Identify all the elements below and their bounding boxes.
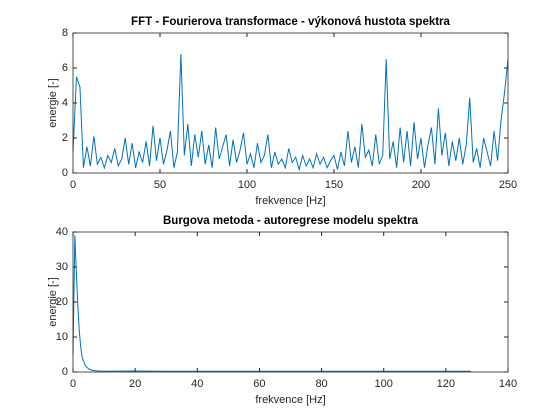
- y-tick-label: 6: [62, 62, 68, 74]
- y-tick-label: 30: [56, 261, 68, 273]
- x-tick-label: 120: [437, 378, 455, 390]
- x-tick-label: 0: [70, 179, 76, 191]
- x-tick-label: 80: [315, 378, 327, 390]
- x-tick-label: 150: [325, 179, 343, 191]
- y-tick-label: 0: [62, 366, 68, 378]
- y-tick-label: 20: [56, 296, 68, 308]
- data-line: [72, 53, 509, 172]
- data-line: [72, 235, 471, 372]
- x-tick-label: 20: [129, 378, 141, 390]
- axes-background: [73, 232, 508, 372]
- x-tick-label: 0: [70, 378, 76, 390]
- y-tick-label: 2: [62, 132, 68, 144]
- x-tick-label: 140: [499, 378, 517, 390]
- x-tick-label: 250: [499, 179, 517, 191]
- y-tick-label: 0: [62, 167, 68, 179]
- x-tick-label: 50: [154, 179, 166, 191]
- chart-title: FFT - Fourierova transformace - výkonová…: [131, 16, 450, 28]
- y-tick-label: 10: [56, 331, 68, 343]
- y-axis-label: energie [-]: [47, 277, 59, 327]
- x-axis-label: frekvence [Hz]: [255, 195, 325, 207]
- y-axis-label: energie [-]: [47, 78, 59, 128]
- x-axis-label: frekvence [Hz]: [255, 394, 325, 406]
- x-tick-label: 200: [412, 179, 430, 191]
- x-tick-label: 60: [253, 378, 265, 390]
- x-tick-label: 100: [375, 378, 393, 390]
- chart-title: Burgova metoda - autoregrese modelu spek…: [163, 215, 419, 227]
- x-tick-label: 100: [238, 179, 256, 191]
- x-tick-label: 40: [191, 378, 203, 390]
- y-tick-label: 40: [56, 226, 68, 238]
- y-tick-label: 8: [62, 27, 68, 39]
- y-tick-label: 4: [62, 97, 68, 109]
